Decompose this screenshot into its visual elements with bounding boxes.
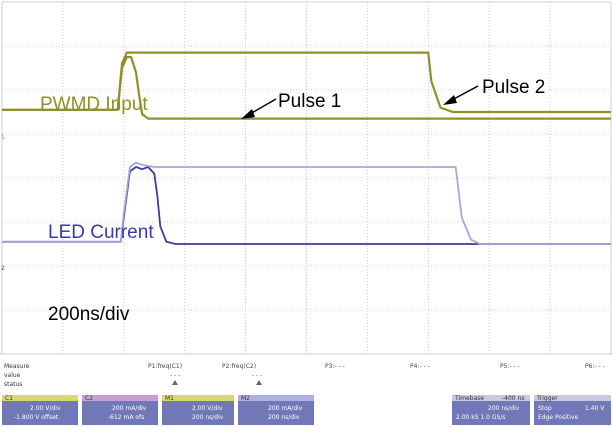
timebase-line1: 200 ns/div <box>488 405 520 412</box>
timebase-name: Timebase <box>454 395 484 402</box>
trigger-line2: Edge Positive <box>538 414 578 421</box>
channel-box-m2[interactable]: M2 200 mA/div 200 ns/div <box>238 395 314 425</box>
pulse-2-label: Pulse 2 <box>482 77 545 98</box>
waveform-trace-4 <box>2 161 611 245</box>
channel-1-marker: 1 <box>1 134 5 141</box>
channel-box-m1[interactable]: M1 2.00 V/div 200 ns/div <box>162 395 234 425</box>
p1-status-icon <box>172 380 178 385</box>
trigger-value: 1.40 V <box>585 405 605 412</box>
measure-row-label: Measure <box>4 363 30 370</box>
pulse-2-arrow <box>443 85 479 105</box>
m1-name: M1 <box>165 395 174 402</box>
measurement-p4[interactable]: P4:- - - <box>410 363 430 370</box>
c2-offset: -612 mA ofs <box>108 414 144 421</box>
m2-scale: 200 mA/div <box>268 405 303 412</box>
timebase-label: 200ns/div <box>48 304 130 325</box>
m1-offset: 200 ns/div <box>192 414 224 421</box>
timebase-line2: 2.00 kS 1.0 GS/s <box>456 414 506 421</box>
waveform-trace-2 <box>2 51 611 114</box>
status-row-label: status <box>4 381 22 388</box>
p1-value: - - - <box>170 372 180 379</box>
trigger-name: Trigger <box>536 395 558 402</box>
measurement-p5[interactable]: P5:- - - <box>500 363 520 370</box>
measurement-p2[interactable]: P2:freq(C2) <box>222 363 256 370</box>
timebase-value: -400 ns <box>502 395 524 402</box>
pulse-1-arrow <box>241 98 277 119</box>
pulse-1-label: Pulse 1 <box>278 91 341 112</box>
led-current-label: LED Current <box>48 222 154 243</box>
channel-box-c1[interactable]: C1 2.00 V/div -1.800 V offset <box>2 395 78 425</box>
measurement-p1[interactable]: P1:freq(C1) <box>148 363 182 370</box>
measurement-status-bar: Measure value status P1:freq(C1) P2:freq… <box>0 353 613 427</box>
c1-name: C1 <box>5 395 13 402</box>
measurement-p3[interactable]: P3:- - - <box>325 363 345 370</box>
channel-box-c2[interactable]: C2 200 mA/div -612 mA ofs <box>82 395 158 425</box>
trigger-box[interactable]: Trigger Stop 1.40 V Edge Positive <box>534 395 611 425</box>
c1-offset: -1.800 V offset <box>14 414 59 421</box>
c1-scale: 2.00 V/div <box>30 405 61 412</box>
c2-scale: 200 mA/div <box>112 405 147 412</box>
measurement-p6[interactable]: P6:- - - <box>585 363 605 370</box>
trigger-state: Stop <box>538 405 552 412</box>
m2-offset: 200 ns/div <box>268 414 300 421</box>
channel-2-marker: 2 <box>1 265 5 272</box>
p2-status-icon <box>256 380 262 385</box>
value-row-label: value <box>4 372 21 379</box>
m1-scale: 2.00 V/div <box>192 405 223 412</box>
timebase-box[interactable]: Timebase -400 ns 200 ns/div 2.00 kS 1.0 … <box>452 395 530 425</box>
waveform-traces <box>2 51 611 245</box>
pwmd-input-label: PWMD Input <box>40 94 148 115</box>
p2-value: - - - <box>252 372 262 379</box>
m2-name: M2 <box>241 395 250 402</box>
c2-name: C2 <box>85 395 93 402</box>
